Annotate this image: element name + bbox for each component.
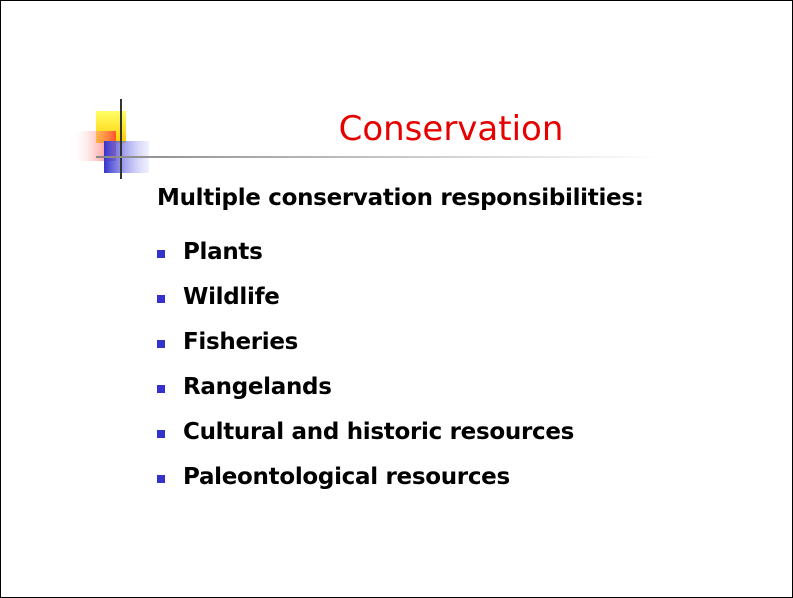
decoration [71, 99, 661, 179]
bullet-item: Paleontological resources [157, 454, 574, 499]
bullet-item: Rangelands [157, 364, 574, 409]
intro-text: Multiple conservation responsibilities: [157, 185, 644, 211]
horizontal-rule [96, 156, 661, 158]
bullet-item: Plants [157, 229, 574, 274]
slide-title: Conservation [338, 109, 564, 149]
bullet-list: Plants Wildlife Fisheries Rangelands Cultura… [157, 229, 574, 499]
bullet-item: Wildlife [157, 274, 574, 319]
bullet-item: Cultural and historic resources [157, 409, 574, 454]
bullet-item: Fisheries [157, 319, 574, 364]
